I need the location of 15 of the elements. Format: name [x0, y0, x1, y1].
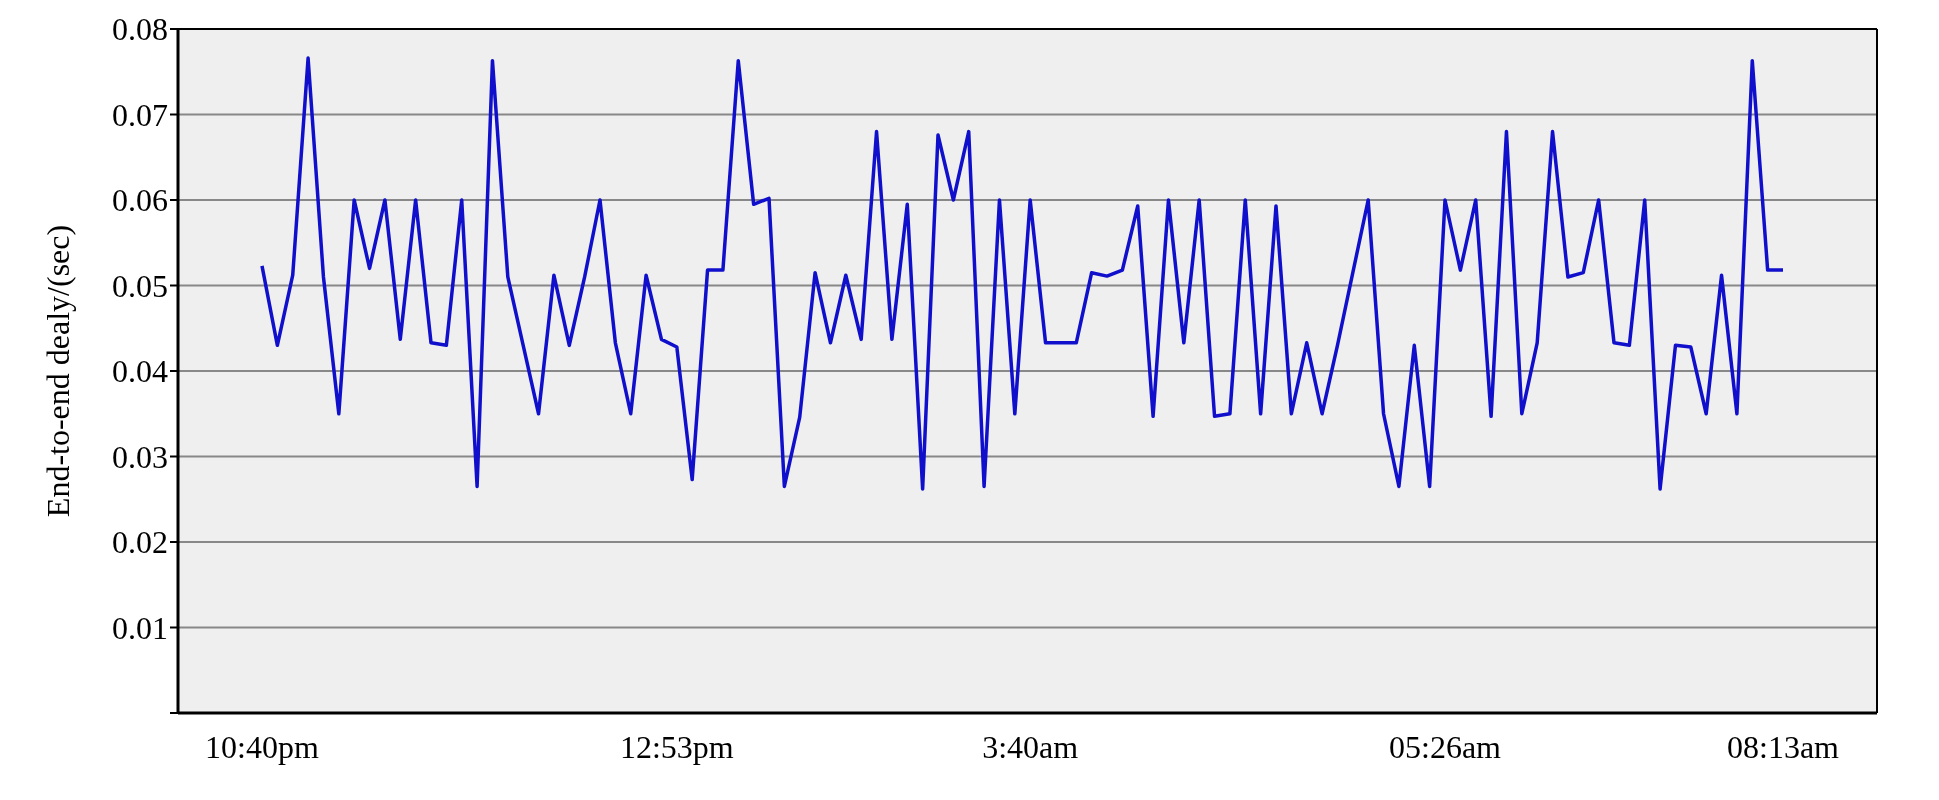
- y-tick-label: 0.04: [112, 353, 168, 390]
- y-tick-label: 0.05: [112, 267, 168, 304]
- x-tick-label: 12:53pm: [619, 728, 734, 765]
- x-tick-label: 3:40am: [982, 728, 1079, 765]
- line-series: [260, 56, 1785, 491]
- y-axis-title: End-to-end dealy/(sec): [40, 224, 77, 518]
- y-tick-label: 0.02: [112, 524, 168, 561]
- y-tick-label: 0.06: [112, 182, 168, 219]
- y-tick-label: 0.07: [112, 96, 168, 133]
- y-tick-label: 0.08: [112, 11, 168, 48]
- x-tick-label: 05:26am: [1389, 728, 1502, 765]
- x-tick-label: 08:13am: [1727, 728, 1840, 765]
- x-tick-label: 10:40pm: [205, 728, 319, 765]
- y-tick-label: 0.01: [112, 609, 168, 646]
- y-tick-label: 0.03: [112, 438, 168, 475]
